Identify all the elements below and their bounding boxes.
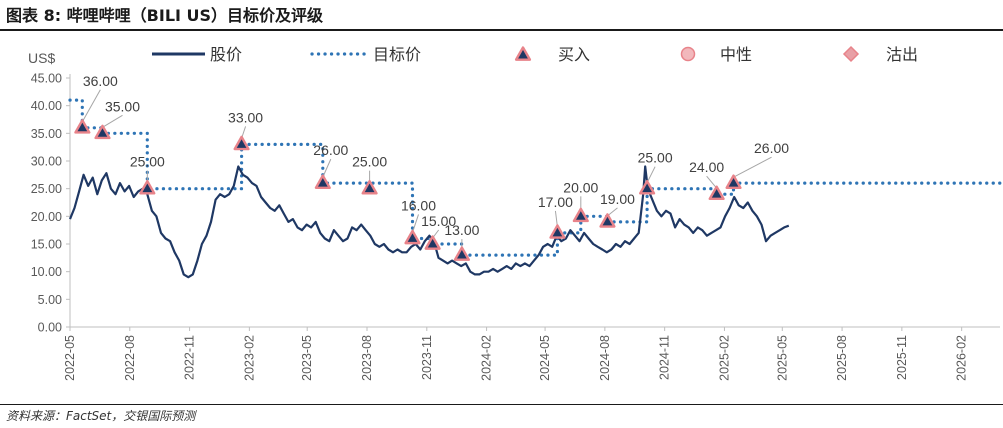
buy-rating-marker xyxy=(549,224,566,239)
source-rule xyxy=(0,404,1003,405)
y-tick-label: 20.00 xyxy=(31,210,62,224)
x-tick-label: 2022-11 xyxy=(183,335,197,380)
x-tick-label: 2024-05 xyxy=(538,335,552,381)
y-tick-label: 30.00 xyxy=(31,155,62,169)
callout-leader xyxy=(607,207,618,217)
target-price-label: 25.00 xyxy=(638,150,673,166)
x-tick-label: 2023-05 xyxy=(300,335,314,381)
target-price-label: 36.00 xyxy=(83,73,118,89)
title-rule xyxy=(0,29,1003,31)
buy-rating-marker xyxy=(424,235,441,250)
y-tick-label: 10.00 xyxy=(31,265,62,279)
source-note: 资料来源：FactSet，交银国际预测 xyxy=(6,409,196,423)
buy-rating-marker xyxy=(139,179,156,195)
y-tick-label: 25.00 xyxy=(31,182,62,196)
target-price-label: 35.00 xyxy=(105,98,140,114)
target-price-line xyxy=(68,98,1003,257)
y-axis-unit: US$ xyxy=(28,50,55,66)
buy-rating-marker xyxy=(94,124,111,140)
buy-rating-marker xyxy=(361,179,378,195)
target-price-label: 17.00 xyxy=(538,194,573,210)
legend-buy-swatch xyxy=(514,46,532,61)
plot-area: 36.0035.0025.0033.0026.0025.0016.0015.00… xyxy=(68,73,1003,279)
buy-rating-marker xyxy=(725,174,742,189)
buy-rating-marker xyxy=(572,207,589,223)
buy-rating-marker xyxy=(404,229,421,245)
chart-legend: 股价 目标价 买入 中性 沽出 xyxy=(152,45,918,64)
callout-leader xyxy=(412,214,419,233)
legend-neutral-label: 中性 xyxy=(720,45,752,64)
y-axis: 0.00 5.00 10.00 15.00 20.00 25.00 30.00 35.00 40… xyxy=(31,72,71,335)
x-tick-label: 2025-05 xyxy=(775,335,789,381)
buy-rating-marker xyxy=(233,135,250,151)
legend-sell-label: 沽出 xyxy=(886,45,918,64)
target-price-label: 26.00 xyxy=(754,140,789,156)
x-tick-label: 2026-02 xyxy=(955,335,969,381)
target-price-label: 20.00 xyxy=(563,179,598,195)
x-tick-label: 2025-08 xyxy=(835,335,849,381)
buy-rating-marker xyxy=(599,213,616,228)
callout-leader xyxy=(646,166,656,183)
x-tick-label: 2024-08 xyxy=(598,335,612,381)
y-tick-label: 40.00 xyxy=(31,99,62,113)
y-tick-label: 5.00 xyxy=(38,293,62,307)
callout-leader xyxy=(554,210,558,227)
target-price-label: 26.00 xyxy=(313,142,348,158)
y-tick-label: 15.00 xyxy=(31,238,62,252)
buy-rating-marker xyxy=(708,185,725,201)
legend-target-label: 目标价 xyxy=(373,45,421,64)
x-tick-label: 2023-11 xyxy=(420,335,434,380)
target-price-label: 15.00 xyxy=(421,213,456,229)
target-price-label: 19.00 xyxy=(600,191,635,207)
target-price-label: 24.00 xyxy=(689,159,724,175)
y-tick-label: 0.00 xyxy=(38,321,62,335)
target-price-label: 33.00 xyxy=(228,109,263,125)
callout-leader xyxy=(733,156,772,178)
figure-title: 图表 8: 哔哩哔哩（BILI US）目标价及评级 xyxy=(6,6,324,25)
callout-leader xyxy=(102,114,123,128)
target-price-label: 16.00 xyxy=(401,197,436,213)
legend-sell-swatch xyxy=(842,45,860,63)
target-price-label: 13.00 xyxy=(444,222,479,238)
legend-neutral-swatch xyxy=(680,46,696,62)
y-tick-label: 45.00 xyxy=(31,72,62,86)
legend-buy-label: 买入 xyxy=(558,45,590,64)
x-tick-label: 2023-02 xyxy=(242,335,256,381)
price-target-chart: 股价 目标价 买入 中性 沽出 US$ 0.00 5.00 10.00 15.00 20.00 2… xyxy=(28,45,1003,381)
buy-rating-marker xyxy=(453,246,470,261)
x-tick-label: 2024-11 xyxy=(658,335,672,380)
x-tick-label: 2025-02 xyxy=(717,335,731,381)
target-price-label: 25.00 xyxy=(130,154,165,170)
callout-leader xyxy=(81,89,101,123)
buy-rating-marker xyxy=(74,119,91,134)
target-price-label: 25.00 xyxy=(352,154,387,170)
buy-rating-marker xyxy=(314,174,331,189)
buy-rating-marker xyxy=(639,179,656,195)
x-tick-label: 2022-08 xyxy=(123,335,137,381)
callout-leader xyxy=(706,175,718,189)
x-axis: 2022-05 2022-08 2022-11 2023-02 2023-05 2023-… xyxy=(63,326,1000,381)
callout-leader xyxy=(322,158,332,178)
legend-price-label: 股价 xyxy=(210,45,242,64)
x-tick-label: 2022-05 xyxy=(63,335,77,381)
y-tick-label: 35.00 xyxy=(31,127,62,141)
x-tick-label: 2024-02 xyxy=(480,335,494,381)
x-tick-label: 2023-08 xyxy=(360,335,374,381)
x-tick-label: 2025-11 xyxy=(895,335,909,380)
